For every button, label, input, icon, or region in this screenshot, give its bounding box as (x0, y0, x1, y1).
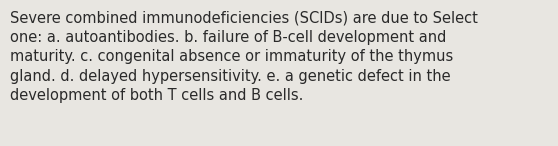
Text: Severe combined immunodeficiencies (SCIDs) are due to Select
one: a. autoantibod: Severe combined immunodeficiencies (SCID… (10, 10, 478, 104)
